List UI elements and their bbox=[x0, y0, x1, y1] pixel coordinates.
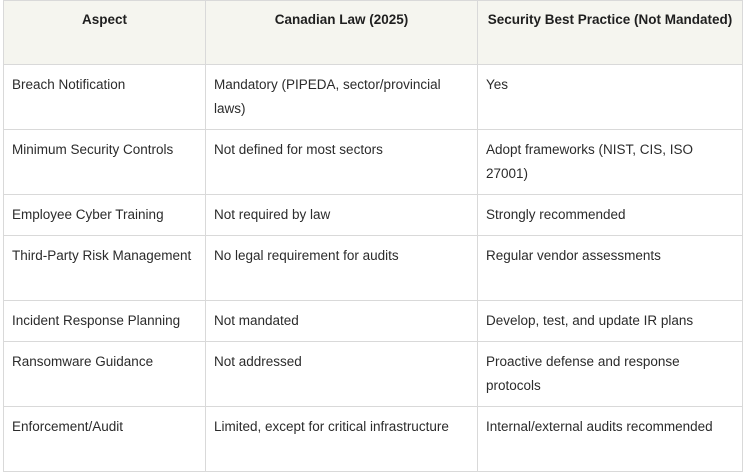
cell-canadian-law: Limited, except for critical infrastruct… bbox=[205, 406, 478, 472]
table-row: Breach Notification Mandatory (PIPEDA, s… bbox=[3, 64, 743, 130]
cell-aspect: Ransomware Guidance bbox=[3, 341, 206, 407]
comparison-table-container: Aspect Canadian Law (2025) Security Best… bbox=[3, 0, 743, 472]
cell-aspect: Third-Party Risk Management bbox=[3, 235, 206, 301]
cell-canadian-law: Not mandated bbox=[205, 300, 478, 342]
table-row: Ransomware Guidance Not addressed Proact… bbox=[3, 341, 743, 407]
cell-aspect: Employee Cyber Training bbox=[3, 194, 206, 236]
cell-best-practice: Develop, test, and update IR plans bbox=[477, 300, 743, 342]
cell-canadian-law: Not required by law bbox=[205, 194, 478, 236]
comparison-table: Aspect Canadian Law (2025) Security Best… bbox=[3, 0, 743, 472]
cell-canadian-law: Not addressed bbox=[205, 341, 478, 407]
table-row: Minimum Security Controls Not defined fo… bbox=[3, 129, 743, 195]
cell-best-practice: Strongly recommended bbox=[477, 194, 743, 236]
cell-best-practice: Yes bbox=[477, 64, 743, 130]
cell-aspect: Minimum Security Controls bbox=[3, 129, 206, 195]
cell-aspect: Enforcement/Audit bbox=[3, 406, 206, 472]
cell-canadian-law: Mandatory (PIPEDA, sector/provincial law… bbox=[205, 64, 478, 130]
cell-best-practice: Proactive defense and response protocols bbox=[477, 341, 743, 407]
table-body: Breach Notification Mandatory (PIPEDA, s… bbox=[3, 64, 743, 472]
table-header: Aspect Canadian Law (2025) Security Best… bbox=[3, 0, 743, 65]
header-row: Aspect Canadian Law (2025) Security Best… bbox=[3, 0, 743, 65]
table-row: Employee Cyber Training Not required by … bbox=[3, 194, 743, 236]
cell-best-practice: Adopt frameworks (NIST, CIS, ISO 27001) bbox=[477, 129, 743, 195]
cell-aspect: Incident Response Planning bbox=[3, 300, 206, 342]
cell-canadian-law: Not defined for most sectors bbox=[205, 129, 478, 195]
cell-best-practice: Regular vendor assessments bbox=[477, 235, 743, 301]
header-canadian-law: Canadian Law (2025) bbox=[205, 0, 478, 65]
cell-canadian-law: No legal requirement for audits bbox=[205, 235, 478, 301]
cell-best-practice: Internal/external audits recommended bbox=[477, 406, 743, 472]
table-row: Third-Party Risk Management No legal req… bbox=[3, 235, 743, 301]
table-row: Enforcement/Audit Limited, except for cr… bbox=[3, 406, 743, 472]
cell-aspect: Breach Notification bbox=[3, 64, 206, 130]
table-row: Incident Response Planning Not mandated … bbox=[3, 300, 743, 342]
header-best-practice: Security Best Practice (Not Mandated) bbox=[477, 0, 743, 65]
header-aspect: Aspect bbox=[3, 0, 206, 65]
